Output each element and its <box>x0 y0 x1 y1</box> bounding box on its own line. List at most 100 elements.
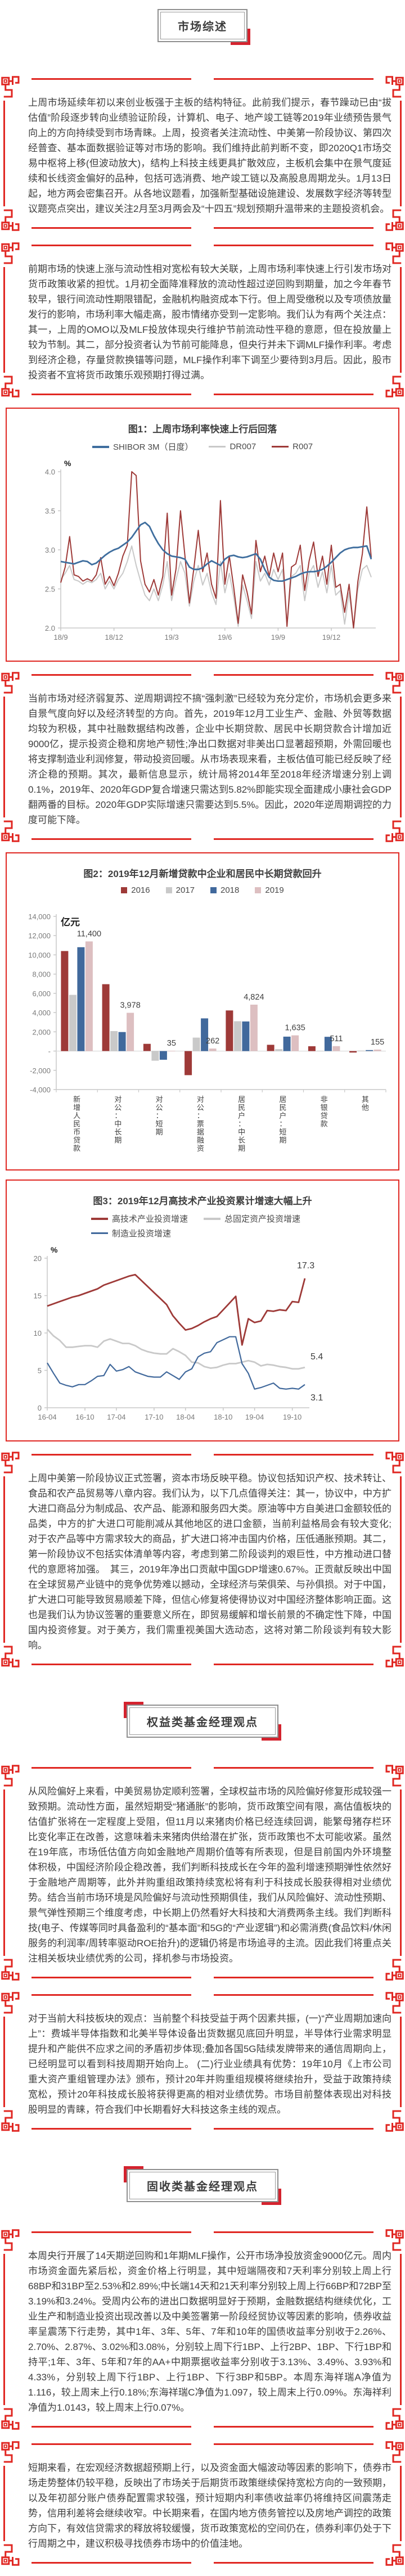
fret-corner-icon <box>385 1959 404 1981</box>
fret-corner-icon <box>1 1765 20 1787</box>
svg-text:19-10: 19-10 <box>283 1413 302 1421</box>
legend-swatch <box>204 1217 221 1220</box>
fret-corner-icon <box>1 672 20 694</box>
svg-text:262: 262 <box>206 1037 219 1046</box>
frame-line <box>32 1664 191 1665</box>
chart-box-new-loans: 图2：2019年12月新增贷款中企业和居民中长期贷款回升 2016 2017 201… <box>6 852 399 1171</box>
svg-text:16-10: 16-10 <box>75 1413 94 1421</box>
legend-swatch <box>272 446 289 448</box>
frame-line <box>32 2426 191 2428</box>
frame-line <box>214 394 374 395</box>
section-title-market-summary: 市场综述 <box>160 12 245 39</box>
frame-line <box>400 1789 402 1956</box>
bar-chart-new-loans: -4,000-2,000-2,0004,0006,0008,00010,0001… <box>28 912 386 1153</box>
paragraph-frame-fixed-income-1: 本周央行开展了14天期逆回购和1年期MLF操作，公开市场净投放资金9000亿元。… <box>0 2228 405 2431</box>
section-title-equity-views: 权益类基金经理观点 <box>129 1707 276 1735</box>
frame-line <box>32 2443 191 2445</box>
fret-corner-icon <box>385 1646 404 1667</box>
svg-text:-: - <box>48 1047 51 1056</box>
svg-text:4,000: 4,000 <box>32 1009 51 1017</box>
chart3-legend: 高技术产业投资增速 总固定资产投资增速 制造业投资增速 <box>7 1213 398 1239</box>
frame-line <box>32 2128 191 2130</box>
chart-box-hightech-investment: 图3：2019年12月高技术产业投资累计增速大幅上升 高技术产业投资增速 总固定资… <box>6 1179 399 1441</box>
svg-text:511: 511 <box>330 1034 343 1043</box>
frame-line <box>214 245 374 246</box>
svg-text:居民户：短期: 居民户：短期 <box>279 1095 286 1145</box>
svg-text:35: 35 <box>167 1039 176 1048</box>
svg-text:3.5: 3.5 <box>45 507 55 516</box>
legend-item: 总固定资产投资增速 <box>204 1213 300 1224</box>
svg-text:1,635: 1,635 <box>285 1024 305 1033</box>
section-header-equity-views: 权益类基金经理观点 <box>0 1678 405 1755</box>
svg-text:-4,000: -4,000 <box>30 1086 51 1094</box>
fret-corner-icon <box>385 2110 404 2132</box>
legend-swatch <box>91 1232 108 1234</box>
svg-text:2.0: 2.0 <box>45 624 55 632</box>
frame-line <box>32 78 191 80</box>
paragraph-market-2: 前期市场的快速上涨与流动性相对宽松有较大关联，上周市场利率快速上行引发市场对货币… <box>28 264 392 381</box>
svg-text:0: 0 <box>38 1404 42 1412</box>
legend-swatch <box>91 1217 108 1220</box>
frame-line <box>214 2443 374 2445</box>
svg-text:非银贷款: 非银贷款 <box>321 1095 328 1128</box>
svg-text:亿元: 亿元 <box>61 916 80 928</box>
paragraph-market-4: 上周中美第一阶段协议正式签署，资本市场反映平稳。协议包括知识产权、技术转让、食品… <box>28 1473 392 1651</box>
frame-line <box>3 1476 5 1643</box>
frame-line <box>3 697 5 817</box>
paragraph-frame-market-1: 上周市场延续年初以来创业板强于主板的结构特征。此前我们提示，春节躁动已由“拔估值… <box>0 75 405 232</box>
frame-line <box>400 267 402 373</box>
frame-line <box>32 245 191 246</box>
fret-corner-icon <box>385 2408 404 2430</box>
svg-text:18/9: 18/9 <box>53 633 68 641</box>
svg-text:3.1: 3.1 <box>310 1393 323 1403</box>
frame-line <box>32 394 191 395</box>
fret-corner-icon <box>385 209 404 231</box>
fret-corner-icon <box>1 209 20 231</box>
legend-item: R007 <box>272 441 313 453</box>
paragraph-frame-equity-1: 从风险偏好上来看，中美贸易协定顺利签署，全球权益市场的风险偏好修复形成较强一致预… <box>0 1764 405 1982</box>
line-chart-market-rates: 2.0 2.5 3.0 3.5 4.0 18/9 18/12 19/3 19/6 19/9 19/1… <box>45 459 376 641</box>
svg-text:10,000: 10,000 <box>28 951 51 959</box>
svg-text:4.0: 4.0 <box>45 468 55 476</box>
legend-item: 2016 <box>121 885 150 895</box>
svg-text:5: 5 <box>38 1367 42 1375</box>
frame-line <box>32 2231 191 2233</box>
fret-corner-icon <box>1 242 20 264</box>
svg-text:8,000: 8,000 <box>32 970 51 979</box>
legend-swatch <box>210 887 217 893</box>
chart-box-interest-rates: 图1：上周市场利率快速上行后回落 SHIBOR 3M（日度） DR007 R007 … <box>6 408 399 662</box>
frame-line <box>400 2017 402 2107</box>
paragraph-fixed-income-2: 短期来看，在宏观经济数据超预期上行，以及资金面大幅波动等因素的影响下，债券市场走… <box>28 2462 392 2549</box>
legend-item: SHIBOR 3M（日度） <box>92 441 193 453</box>
svg-text:14,000: 14,000 <box>28 912 51 921</box>
frame-line <box>214 227 374 229</box>
fret-corner-icon <box>1 1452 20 1474</box>
frame-line <box>214 1994 374 1996</box>
svg-text:3,978: 3,978 <box>120 1001 140 1010</box>
frame-line <box>3 2254 5 2405</box>
svg-text:3.0: 3.0 <box>45 546 55 554</box>
frame-line <box>3 101 5 206</box>
chart2-title: 图2：2019年12月新增贷款中企业和居民中长期贷款回升 <box>83 869 322 879</box>
frame-line <box>32 2562 191 2564</box>
svg-text:2.5: 2.5 <box>45 585 55 594</box>
svg-text:17-04: 17-04 <box>107 1413 125 1421</box>
paragraph-frame-fixed-income-2: 短期来看，在宏观经济数据超预期上行，以及资金面大幅波动等因素的影响下，债券市场走… <box>0 2440 405 2567</box>
svg-text:12,000: 12,000 <box>28 932 51 940</box>
svg-text:5.4: 5.4 <box>310 1352 323 1362</box>
frame-line <box>214 2562 374 2564</box>
paragraph-market-3: 当前市场对经济弱复苏、逆周期调控不搞“强刺激”已经较为充分定价，市场机会更多来自… <box>28 693 392 825</box>
red-corner-bottom-right <box>231 29 250 45</box>
frame-line <box>3 2466 5 2541</box>
fret-corner-icon <box>1 1646 20 1667</box>
fret-corner-icon <box>1 2544 20 2566</box>
frame-line <box>214 838 374 840</box>
svg-text:10: 10 <box>34 1329 42 1337</box>
frame-line <box>214 1664 374 1665</box>
svg-text:155: 155 <box>371 1038 384 1047</box>
frame-line <box>400 2254 402 2405</box>
svg-text:新增人民币贷款: 新增人民币贷款 <box>73 1095 80 1153</box>
frame-line <box>32 1454 191 1456</box>
svg-text:对公：中长期: 对公：中长期 <box>114 1095 122 1145</box>
paragraph-fixed-income-1: 本周央行开展了14天期逆回购和1年期MLF操作，公开市场净投放资金9000亿元。… <box>28 2250 392 2413</box>
